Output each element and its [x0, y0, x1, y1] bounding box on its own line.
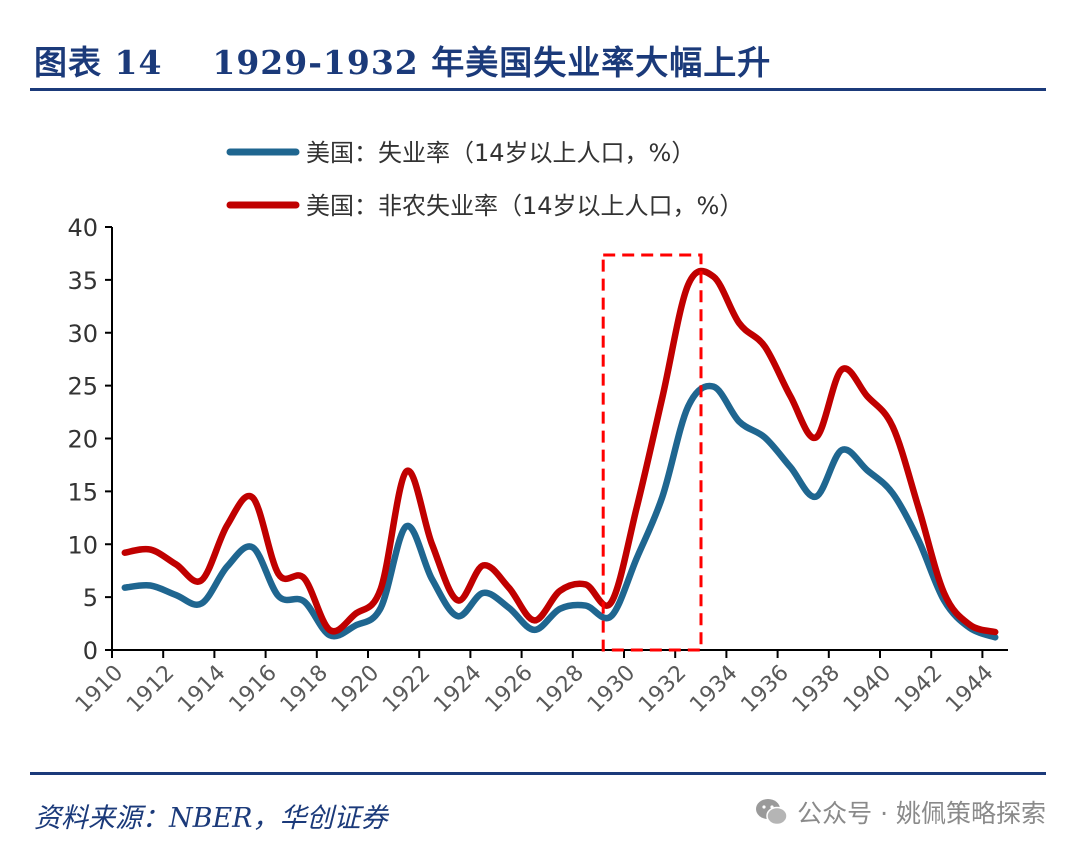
watermark-text: 公众号 · 姚佩策略探索 [797, 799, 1046, 828]
y-tick-label: 40 [67, 214, 98, 242]
y-tick-label: 0 [83, 637, 98, 665]
x-tick-label: 1932 [634, 661, 691, 718]
title-divider [30, 88, 1046, 91]
x-tick-label: 1940 [839, 661, 896, 718]
y-tick-label: 20 [67, 426, 98, 454]
legend-label-nonfarm-unemployment: 美国：非农失业率（14岁以上人口，%） [306, 192, 743, 220]
x-tick-label: 1938 [788, 661, 845, 718]
y-tick-label: 35 [67, 267, 98, 295]
x-tick-label: 1912 [122, 661, 179, 718]
x-tick-label: 1936 [737, 661, 794, 718]
watermark: 公众号 · 姚佩策略探索 [755, 794, 1046, 830]
y-tick-label: 15 [67, 478, 98, 506]
y-tick-label: 30 [67, 320, 98, 348]
x-tick-label: 1930 [583, 661, 640, 718]
series-line-0 [121, 382, 999, 641]
x-tick-label: 1934 [685, 661, 742, 718]
x-tick-label: 1914 [173, 661, 230, 718]
page-title: 图表 14 1929-1932 年美国失业率大幅上升 [34, 43, 772, 82]
legend-label-unemployment: 美国：失业率（14岁以上人口，%） [306, 139, 695, 167]
highlight-box [601, 253, 703, 652]
y-tick-label: 25 [67, 373, 98, 401]
x-tick-label: 1928 [532, 661, 589, 718]
x-tick-label: 1942 [890, 661, 947, 718]
x-tick-label: 1910 [71, 661, 128, 718]
y-tick-label: 5 [83, 584, 98, 612]
wechat-icon [756, 799, 788, 826]
x-tick-label: 1918 [276, 661, 333, 718]
x-tick-label: 1920 [327, 661, 384, 718]
footer-divider [30, 772, 1046, 775]
x-tick-label: 1944 [941, 661, 998, 718]
source-note: 资料来源：NBER，华创证券 [34, 803, 388, 834]
x-tick-label: 1924 [429, 661, 486, 718]
legend: 美国：失业率（14岁以上人口，%） 美国：非农失业率（14岁以上人口，%） [226, 139, 743, 220]
y-tick-label: 10 [67, 531, 98, 559]
series-line-1 [121, 267, 999, 636]
x-tick-label: 1916 [225, 661, 282, 718]
x-tick-label: 1922 [378, 661, 435, 718]
x-tick-label: 1926 [481, 661, 538, 718]
